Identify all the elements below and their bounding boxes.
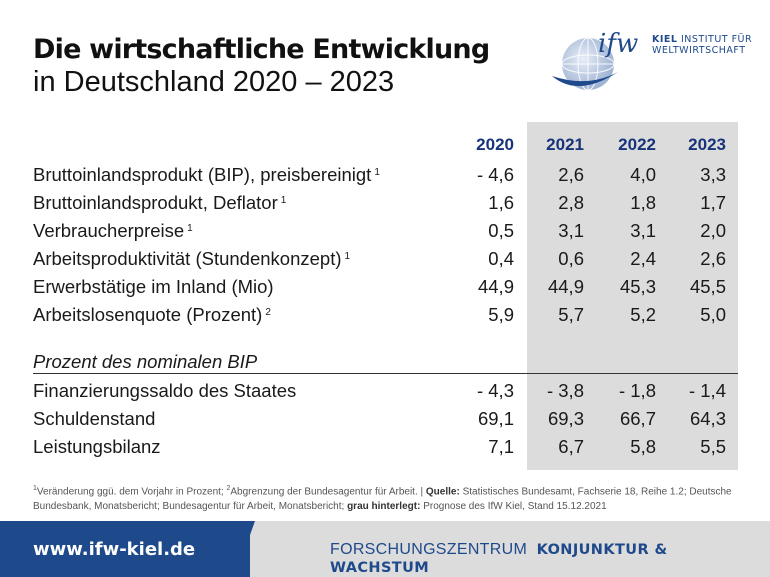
- table-cell: 1,7: [700, 192, 726, 213]
- table-cell: 6,7: [558, 436, 584, 457]
- title-line-1: Die wirtschaftliche Entwicklung: [33, 34, 490, 65]
- year-header-2022: 2022: [618, 135, 656, 154]
- row-label: Finanzierungssaldo des Staates: [33, 380, 297, 401]
- title-line-2: in Deutschland 2020 – 2023: [33, 66, 395, 98]
- table-cell: 5,9: [488, 304, 514, 325]
- row-label: Leistungsbilanz: [33, 436, 161, 457]
- page-title: Die wirtschaftliche Entwicklung in Deuts…: [33, 34, 490, 99]
- table-cell: 1,6: [488, 192, 514, 213]
- table-cell: 45,3: [619, 276, 656, 297]
- table-cell: 45,5: [689, 276, 726, 297]
- table-row: Bruttoinlandsprodukt (BIP), preisbereini…: [33, 161, 380, 189]
- table-cell: 4,0: [630, 164, 656, 185]
- table-row: Leistungsbilanz: [33, 433, 161, 461]
- row-label: Bruttoinlandsprodukt (BIP), preisbereini…: [33, 164, 380, 185]
- table-cell: 3,1: [630, 220, 656, 241]
- table-cell: 5,0: [700, 304, 726, 325]
- table-row: Arbeitsproduktivität (Stundenkonzept) 1: [33, 245, 350, 273]
- table-cell: 2,4: [630, 248, 656, 269]
- table-cell: 5,5: [700, 436, 726, 457]
- logo-kiel: KIEL: [652, 34, 678, 45]
- footer-band-grey: [250, 521, 770, 577]
- footnote: 1Veränderung ggü. dem Vorjahr in Prozent…: [33, 485, 732, 513]
- table-cell: 0,5: [488, 220, 514, 241]
- table-row: Bruttoinlandsprodukt, Deflator 1: [33, 189, 286, 217]
- table-cell: 5,7: [558, 304, 584, 325]
- row-label: Arbeitsproduktivität (Stundenkonzept) 1: [33, 248, 351, 269]
- table-cell: 5,2: [630, 304, 656, 325]
- table-cell: - 3,8: [546, 380, 584, 401]
- row-label: Erwerbstätige im Inland (Mio): [33, 276, 274, 297]
- logo-text: KIEL INSTITUT FÜR WELTWIRTSCHAFT: [652, 34, 752, 56]
- table-cell: 0,4: [488, 248, 514, 269]
- table-cell: 44,9: [477, 276, 514, 297]
- year-header-2020: 2020: [476, 135, 514, 154]
- table-row: Finanzierungssaldo des Staates: [33, 377, 296, 405]
- website-link[interactable]: www.ifw-kiel.de: [33, 539, 196, 560]
- row-label: Schuldenstand: [33, 408, 156, 429]
- table-cell: 7,1: [488, 436, 514, 457]
- row-label: Bruttoinlandsprodukt, Deflator 1: [33, 192, 287, 213]
- table-cell: 2,0: [700, 220, 726, 241]
- table-cell: 3,1: [558, 220, 584, 241]
- table-cell: - 4,3: [476, 380, 514, 401]
- table-row: Arbeitslosenquote (Prozent) 2: [33, 301, 271, 329]
- row-label: Arbeitslosenquote (Prozent) 2: [33, 304, 271, 325]
- table-cell: 2,6: [700, 248, 726, 269]
- research-center-label: FORSCHUNGSZENTRUM KONJUNKTUR & WACHSTUM: [330, 541, 668, 576]
- table-cell: 44,9: [547, 276, 584, 297]
- row-label: Verbraucherpreise 1: [33, 220, 193, 241]
- table-row: Schuldenstand: [33, 405, 155, 433]
- table-cell: - 1,8: [618, 380, 656, 401]
- table-row: Verbraucherpreise 1: [33, 217, 193, 245]
- footer-band-blue: [0, 521, 250, 577]
- table-cell: - 4,6: [476, 164, 514, 185]
- table-cell: 2,8: [558, 192, 584, 213]
- section-label: Prozent des nominalen BIP: [33, 351, 258, 372]
- table-cell: 5,8: [630, 436, 656, 457]
- table-cell: 3,3: [700, 164, 726, 185]
- table-cell: 64,3: [689, 408, 726, 429]
- table-cell: - 1,4: [688, 380, 726, 401]
- table-cell: 0,6: [558, 248, 584, 269]
- logo-weltwirtschaft: WELTWIRTSCHAFT: [652, 45, 746, 56]
- table-cell: 2,6: [558, 164, 584, 185]
- year-header-2023: 2023: [688, 135, 726, 154]
- ifw-logo-icon: ifw: [552, 29, 638, 91]
- table-cell: 69,1: [477, 408, 514, 429]
- table-row: Erwerbstätige im Inland (Mio): [33, 273, 274, 301]
- table-cell: 66,7: [619, 408, 656, 429]
- footer-band-diagonal: [235, 521, 255, 577]
- forecast-shading: [527, 122, 738, 470]
- table-cell: 1,8: [630, 192, 656, 213]
- logo-wordmark: ifw: [598, 29, 638, 59]
- logo-institut: INSTITUT FÜR: [677, 34, 753, 45]
- year-header-2021: 2021: [546, 135, 584, 154]
- table-cell: 69,3: [547, 408, 584, 429]
- section-divider: [33, 373, 738, 374]
